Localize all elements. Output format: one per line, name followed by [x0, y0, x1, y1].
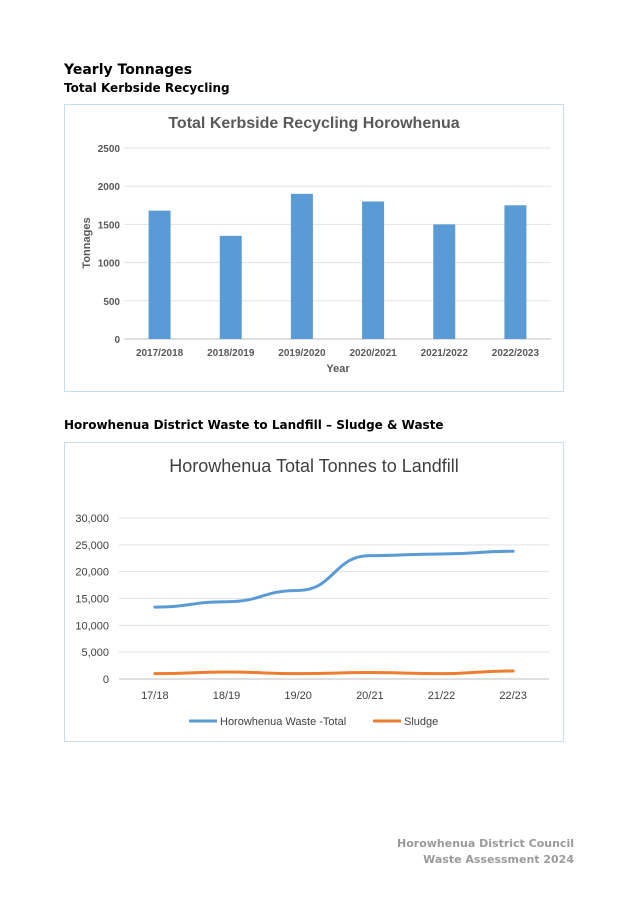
x-tick-label: 17/18 — [141, 690, 169, 702]
series-line — [153, 549, 515, 609]
y-tick-label: 500 — [103, 297, 120, 308]
y-tick-label: 2500 — [98, 144, 121, 155]
bar — [219, 235, 242, 339]
x-tick-label: 20/21 — [356, 690, 384, 702]
y-tick-label: 2000 — [98, 182, 121, 193]
y-tick-label: 30,000 — [75, 513, 109, 525]
y-tick-label: 0 — [103, 674, 109, 686]
bar — [433, 224, 456, 339]
footer: Horowhenua District Council Waste Assess… — [397, 836, 574, 868]
bar — [290, 193, 313, 339]
y-tick-label: 0 — [114, 335, 120, 346]
page-heading: Yearly Tonnages — [64, 62, 193, 78]
x-tick-label: 19/20 — [284, 690, 312, 702]
y-axis-label: Tonnages — [81, 217, 93, 268]
section-title-landfill: Horowhenua District Waste to Landfill – … — [64, 418, 444, 432]
y-tick-label: 1500 — [98, 220, 121, 231]
y-tick-label: 1000 — [98, 259, 121, 270]
y-tick-label: 15,000 — [75, 594, 109, 606]
legend-label: Horowhenua Waste -Total — [220, 716, 346, 728]
x-tick-label: 2017/2018 — [136, 348, 184, 359]
landfill-line-chart: Horowhenua Total Tonnes to Landfill 0 5,0… — [64, 442, 564, 742]
x-tick-label: 18/19 — [213, 690, 241, 702]
footer-document-title: Waste Assessment 2024 — [423, 853, 574, 866]
recycling-bar-chart: Total Kerbside Recycling Horowhenua Tonn… — [64, 104, 564, 392]
x-tick-label: 2019/2020 — [278, 348, 326, 359]
x-tick-label: 2018/2019 — [207, 348, 255, 359]
y-tick-label: 5,000 — [81, 647, 109, 659]
recycling-chart-svg: Total Kerbside Recycling Horowhenua Tonn… — [81, 115, 551, 375]
bar — [362, 201, 385, 339]
x-axis-label: Year — [326, 363, 350, 375]
footer-council-name: Horowhenua District Council — [397, 837, 574, 850]
chart-title: Total Kerbside Recycling Horowhenua — [168, 115, 459, 132]
x-tick-label: 2021/2022 — [421, 348, 469, 359]
section-title-recycling: Total Kerbside Recycling — [64, 81, 230, 95]
series-line — [153, 669, 515, 676]
landfill-chart-svg: Horowhenua Total Tonnes to Landfill 0 5,0… — [75, 456, 549, 728]
bar — [148, 210, 171, 339]
legend-label: Sludge — [404, 716, 438, 728]
x-tick-label: 2020/2021 — [349, 348, 397, 359]
bar — [504, 205, 527, 339]
x-tick-label: 2022/2023 — [492, 348, 540, 359]
y-tick-label: 25,000 — [75, 540, 109, 552]
chart-title: Horowhenua Total Tonnes to Landfill — [169, 456, 459, 476]
y-tick-label: 10,000 — [75, 620, 109, 632]
x-tick-label: 22/23 — [499, 690, 527, 702]
x-tick-label: 21/22 — [428, 690, 456, 702]
y-tick-label: 20,000 — [75, 567, 109, 579]
